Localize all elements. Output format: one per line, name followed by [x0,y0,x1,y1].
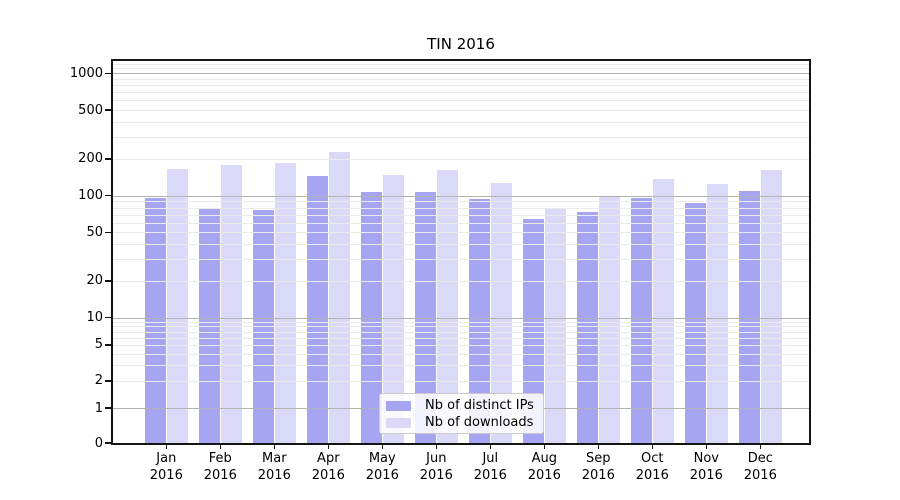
bar-distinct-ips-apr [306,175,328,443]
x-tick-mark-jan [165,445,168,449]
bar-downloads-mar [275,162,296,443]
gridline-major-100 [113,195,809,197]
y-tick-mark-500 [105,109,111,111]
gridline-minor-400 [113,122,809,123]
bar-downloads-oct [653,179,674,443]
legend-label-downloads: Nb of downloads [425,415,534,430]
y-tick-label-200: 200 [78,151,103,167]
gridline-minor-1200 [113,63,809,65]
y-tick-label-1000: 1000 [69,65,103,81]
plot-area [111,59,811,445]
y-tick-label-0: 0 [94,435,103,451]
legend-item-downloads: Nb of downloads [386,415,537,431]
bar-distinct-ips-sep [576,212,598,443]
y-tick-mark-0 [105,442,111,444]
y-tick-mark-10 [105,316,111,319]
x-tick-label-mar: Mar 2016 [257,451,291,483]
x-tick-mark-jun [435,445,438,449]
x-tick-label-apr: Apr 2016 [311,451,345,483]
bar-downloads-jan [167,169,188,443]
bar-distinct-ips-jan [144,197,166,443]
gridline-minor-700 [113,92,809,94]
y-tick-mark-20 [105,280,111,282]
x-tick-label-dec: Dec 2016 [743,451,777,483]
gridline-minor-900 [113,78,809,80]
y-tick-mark-1 [105,407,111,409]
x-tick-label-sep: Sep 2016 [581,451,615,483]
gridline-major-1000 [113,73,809,75]
y-tick-mark-5 [105,344,111,346]
bar-distinct-ips-aug [522,218,544,443]
x-tick-mark-sep [597,445,600,449]
x-tick-label-nov: Nov 2016 [689,451,723,483]
y-tick-label-20: 20 [86,273,103,289]
gridline-minor-500 [113,110,809,112]
y-tick-mark-2 [105,380,111,382]
x-tick-label-jun: Jun 2016 [419,451,453,483]
x-tick-mark-mar [273,445,276,449]
bar-downloads-jun [437,169,458,443]
x-tick-mark-jul [489,445,492,449]
y-tick-mark-200 [105,158,111,160]
y-tick-label-5: 5 [94,337,103,353]
x-tick-mark-apr [327,445,330,449]
legend-label-distinct-ips: Nb of distinct IPs [425,398,534,413]
bar-downloads-aug [545,208,566,443]
x-tick-mark-may [381,445,384,449]
bar-distinct-ips-dec [738,190,760,443]
x-tick-mark-dec [759,445,762,449]
gridline-minor-800 [113,85,809,87]
y-tick-label-500: 500 [78,102,103,118]
x-tick-label-feb: Feb 2016 [203,451,237,483]
x-tick-label-aug: Aug 2016 [527,451,561,483]
gridline-minor-200 [113,158,809,160]
bar-downloads-jul [491,182,512,443]
bar-distinct-ips-mar [252,210,274,443]
chart-title: TIN 2016 [427,35,495,53]
x-tick-label-jul: Jul 2016 [473,451,507,483]
legend: Nb of distinct IPs Nb of downloads [379,393,544,434]
x-tick-label-may: May 2016 [365,451,399,483]
x-tick-mark-oct [651,445,654,449]
bar-downloads-dec [761,169,782,443]
y-tick-label-2: 2 [94,373,103,389]
y-tick-label-100: 100 [78,188,103,204]
x-tick-mark-nov [705,445,708,449]
bar-downloads-sep [599,196,620,443]
legend-swatch-distinct-ips [386,401,411,411]
bar-distinct-ips-oct [630,198,652,443]
legend-swatch-downloads [386,418,411,428]
legend-item-distinct-ips: Nb of distinct IPs [386,398,537,414]
y-tick-label-10: 10 [86,310,103,326]
bar-downloads-apr [329,151,350,443]
y-tick-label-50: 50 [86,224,103,240]
gridline-minor-1100 [113,68,809,70]
y-tick-mark-1000 [105,72,111,75]
y-tick-label-1: 1 [94,400,103,416]
y-tick-mark-50 [105,231,111,234]
bar-distinct-ips-feb [198,207,220,443]
bar-downloads-nov [707,184,728,443]
gridline-minor-300 [113,137,809,139]
y-tick-mark-100 [105,194,111,197]
gridline-minor-600 [113,100,809,102]
x-tick-mark-feb [219,445,222,449]
bar-downloads-may [383,174,404,443]
x-tick-label-jan: Jan 2016 [149,451,183,483]
x-tick-mark-aug [543,445,546,449]
bar-downloads-feb [221,165,242,443]
x-tick-label-oct: Oct 2016 [635,451,669,483]
bar-distinct-ips-nov [684,203,706,443]
